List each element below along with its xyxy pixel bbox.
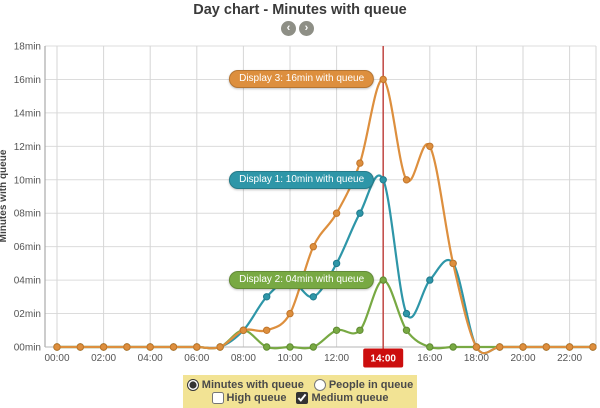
y-tick-label: 02min: [14, 309, 41, 320]
data-point-display-3-hour-14[interactable]: [379, 75, 387, 84]
data-point-display-3-hour-18[interactable]: [472, 343, 481, 351]
data-point-display-2-hour-17[interactable]: [449, 343, 457, 351]
series-display-3: [53, 75, 597, 355]
x-tick-label: 02:00: [91, 353, 116, 364]
series-display-1: [53, 174, 597, 355]
data-point-display-2-hour-9[interactable]: [263, 343, 271, 351]
medium-queue-checkbox[interactable]: [296, 392, 309, 404]
medium-queue-label: Medium queue: [311, 392, 389, 404]
data-point-display-3-hour-17[interactable]: [449, 259, 457, 268]
high-queue-option[interactable]: High queue: [211, 392, 287, 404]
y-tick-label: 16min: [14, 75, 41, 86]
series-line-display-3: [55, 78, 594, 355]
data-point-display-3-hour-8[interactable]: [239, 326, 248, 334]
data-point-display-3-hour-11[interactable]: [309, 243, 317, 251]
data-point-display-2-hour-13[interactable]: [356, 326, 364, 334]
data-point-display-2-hour-15[interactable]: [402, 326, 411, 334]
x-tick-label: 18:00: [464, 353, 489, 364]
y-tick-label: 04min: [14, 276, 41, 287]
data-point-display-1-hour-11[interactable]: [309, 293, 317, 301]
data-point-display-3-hour-5[interactable]: [169, 343, 178, 351]
series-line-display-2: [55, 279, 594, 350]
data-point-display-3-hour-12[interactable]: [332, 209, 341, 217]
data-point-display-3-hour-1[interactable]: [76, 343, 85, 351]
data-point-display-3-hour-15[interactable]: [402, 176, 411, 184]
x-tick-label: 22:00: [557, 353, 582, 364]
minutes-with-queue-radio[interactable]: [186, 379, 199, 391]
data-point-display-1-hour-13[interactable]: [356, 209, 364, 217]
tooltip-display-1: Display 1: 10min with queue: [229, 170, 375, 189]
tooltip-display-3: Display 3: 16min with queue: [229, 70, 375, 89]
people-in-queue-radio[interactable]: [313, 379, 326, 391]
series-line-display-1: [55, 174, 594, 355]
mode-radio-group: Minutes with queue People in queue: [186, 379, 414, 391]
high-queue-label: High queue: [226, 392, 287, 404]
controls-panel: Minutes with queue People in queue High …: [183, 375, 417, 408]
data-point-display-3-hour-2[interactable]: [99, 343, 108, 351]
y-tick-label: 18min: [14, 42, 41, 53]
data-point-display-3-hour-19[interactable]: [496, 343, 504, 351]
data-point-display-2-hour-14[interactable]: [379, 276, 387, 284]
y-axis-labels: 00min 02min 04min 06min 08min 10min 12min 14min…: [14, 42, 41, 354]
page-title: Day chart - Minutes with queue: [193, 2, 407, 18]
data-point-display-3-hour-21[interactable]: [542, 343, 550, 351]
people-in-queue-label: People in queue: [328, 379, 414, 391]
y-tick-label: 06min: [14, 242, 41, 253]
people-in-queue-option[interactable]: People in queue: [313, 379, 414, 391]
high-queue-checkbox[interactable]: [211, 392, 224, 404]
data-point-display-3-hour-10[interactable]: [286, 309, 294, 318]
data-point-display-1-hour-12[interactable]: [332, 259, 341, 268]
tooltip-display-2: Display 2: 04min with queue: [229, 271, 375, 290]
data-point-display-3-hour-0[interactable]: [53, 343, 61, 351]
data-point-display-2-hour-16[interactable]: [426, 343, 434, 351]
medium-queue-option[interactable]: Medium queue: [296, 392, 388, 404]
data-point-display-2-hour-11[interactable]: [309, 343, 317, 351]
day-chart-plot: 00min 02min 04min 06min 08min 10min 12min 14min…: [14, 42, 597, 368]
data-point-display-2-hour-10[interactable]: [286, 343, 294, 351]
data-point-display-3-hour-16[interactable]: [426, 142, 434, 151]
data-point-display-3-hour-7[interactable]: [216, 343, 224, 351]
data-point-display-1-hour-9[interactable]: [263, 293, 271, 301]
data-point-display-3-hour-13[interactable]: [356, 159, 364, 167]
data-point-display-2-hour-12[interactable]: [332, 326, 341, 334]
highlighted-x-label: 14:00: [370, 354, 396, 365]
x-tick-label: 16:00: [417, 353, 442, 364]
data-point-display-1-hour-15[interactable]: [402, 309, 411, 318]
y-tick-label: 08min: [14, 209, 41, 220]
minutes-with-queue-option[interactable]: Minutes with queue: [186, 379, 304, 391]
highlighted-x-label-box: [363, 348, 404, 368]
y-tick-label: 00min: [14, 343, 41, 354]
data-point-display-3-hour-9[interactable]: [263, 326, 271, 334]
x-tick-label: 06:00: [184, 353, 209, 364]
data-point-display-3-hour-23[interactable]: [589, 343, 597, 351]
data-point-display-3-hour-22[interactable]: [565, 343, 574, 351]
x-tick-label: 08:00: [231, 353, 256, 364]
next-day-button[interactable]: ›: [299, 21, 314, 36]
x-tick-label: 12:00: [324, 353, 349, 364]
data-point-display-3-hour-20[interactable]: [519, 343, 527, 351]
x-tick-label: 04:00: [138, 353, 163, 364]
data-point-display-3-hour-4[interactable]: [146, 343, 154, 351]
x-tick-label: 10:00: [277, 353, 302, 364]
data-point-display-3-hour-3[interactable]: [123, 343, 131, 351]
y-tick-label: 14min: [14, 108, 41, 119]
data-point-display-1-hour-16[interactable]: [426, 276, 434, 284]
x-tick-label: 20:00: [510, 353, 535, 364]
gridlines: [44, 45, 597, 348]
y-tick-label: 12min: [14, 142, 41, 153]
x-axis-labels: 00:00 02:00 04:00 06:00 08:00 10:00 12:00 16:00…: [44, 353, 582, 364]
data-point-display-1-hour-14[interactable]: [379, 176, 387, 184]
previous-day-button[interactable]: ‹: [281, 21, 296, 36]
data-point-display-3-hour-6[interactable]: [193, 343, 201, 351]
queue-filter-group: High queue Medium queue: [211, 392, 388, 404]
y-tick-label: 10min: [14, 175, 41, 186]
minutes-with-queue-label: Minutes with queue: [201, 379, 304, 391]
x-tick-label: 00:00: [44, 353, 69, 364]
